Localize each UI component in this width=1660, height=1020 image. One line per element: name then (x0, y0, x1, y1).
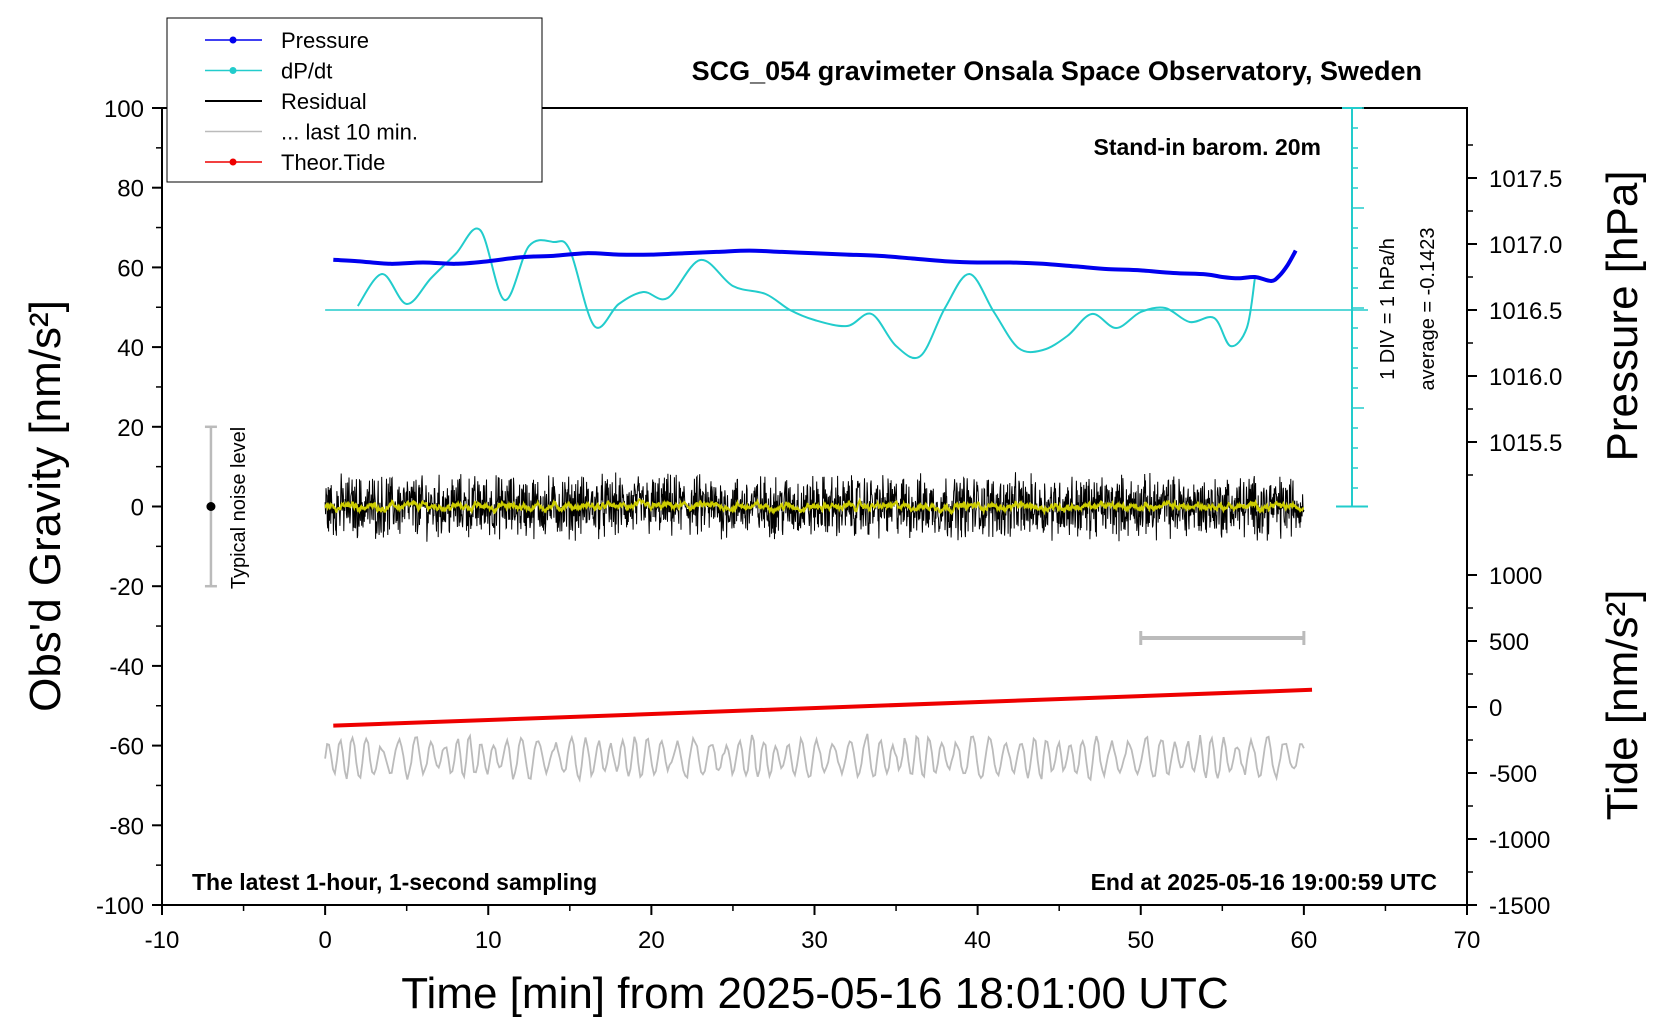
y-tick-label: 100 (104, 96, 144, 123)
legend-label: Pressure (281, 28, 369, 53)
x-tick-label: 40 (964, 927, 991, 954)
tide-tick-label: 1000 (1489, 563, 1542, 590)
pressure-tick-label: 1015.5 (1489, 430, 1562, 457)
x-tick-label: 50 (1127, 927, 1154, 954)
legend-label: dP/dt (281, 59, 332, 84)
pressure-axis-ticks: 1017.5 1017.0 1016.5 1016.0 1015.5 (1467, 144, 1562, 476)
residual-smoothed-line (324, 497, 1304, 516)
x-axis-ticks: -10 0 10 20 30 40 50 60 70 (145, 905, 1481, 954)
tide-tick-label: 0 (1489, 695, 1502, 722)
barometer-note: Stand-in barom. 20m (1094, 134, 1321, 160)
tide-tick-label: 500 (1489, 629, 1529, 656)
noise-level-bar (204, 425, 217, 588)
x-tick-label: 0 (318, 927, 331, 954)
legend-marker (229, 36, 237, 44)
tide-axis-title: Tide [nm/s²] (1598, 590, 1647, 821)
y-tick-label: -20 (109, 574, 144, 601)
dpdt-line (356, 227, 1256, 360)
y-tick-label: 40 (117, 335, 144, 362)
x-axis-title: Time [min] from 2025-05-16 18:01:00 UTC (401, 969, 1228, 1018)
noise-bar-center-dot (206, 502, 216, 511)
tide-tick-label: -1000 (1489, 827, 1550, 854)
y-tick-label: -100 (96, 893, 144, 920)
x-tick-label: 30 (801, 927, 828, 954)
bottom-right-note: End at 2025-05-16 19:00:59 UTC (1091, 869, 1437, 895)
last-10-min-line (324, 733, 1305, 783)
x-tick-label: 70 (1454, 927, 1481, 954)
x-tick-label: -10 (145, 927, 180, 954)
x-tick-label: 60 (1291, 927, 1318, 954)
y-tick-label: -80 (109, 813, 144, 840)
y-tick-label: -60 (109, 734, 144, 761)
dpdt-scale-axis (1336, 107, 1368, 508)
legend-label: Residual (281, 89, 367, 114)
tide-tick-label: -1500 (1489, 893, 1550, 920)
tide-tick-label: -500 (1489, 761, 1537, 788)
residual-line (324, 472, 1305, 542)
chart-title: SCG_054 gravimeter Onsala Space Observat… (692, 56, 1422, 86)
legend-marker (229, 67, 237, 74)
y-tick-label: 0 (131, 495, 144, 522)
theor-tide-line (333, 687, 1313, 728)
legend-label: ... last 10 min. (281, 120, 418, 145)
tide-axis-ticks: 1000 500 0 -500 -1000 -1500 (1467, 563, 1550, 920)
legend-label: Theor.Tide (281, 150, 385, 175)
y-axis-ticks: 100 80 60 40 20 0 -20 -40 -60 -80 -100 (96, 96, 162, 920)
legend: Pressure dP/dt Residual ... last 10 min. The… (166, 17, 543, 183)
pressure-tick-label: 1016.5 (1489, 298, 1562, 325)
y-tick-label: 80 (117, 176, 144, 203)
y-tick-label: -40 (109, 654, 144, 681)
pressure-line (333, 248, 1298, 283)
bottom-left-note: The latest 1-hour, 1-second sampling (192, 869, 597, 895)
y-tick-label: 20 (117, 415, 144, 442)
series-group (324, 227, 1313, 783)
x-tick-label: 20 (638, 927, 665, 954)
div-note: 1 DIV = 1 hPa/h (1377, 238, 1399, 380)
legend-marker (229, 158, 237, 166)
last-10-min-bar (1139, 631, 1306, 646)
pressure-tick-label: 1016.0 (1489, 364, 1562, 391)
y-axis-title: Obs'd Gravity [nm/s²] (21, 300, 70, 712)
pressure-tick-label: 1017.0 (1489, 232, 1562, 259)
average-note: average = -0.1423 (1417, 228, 1439, 391)
noise-level-label: Typical noise level (228, 427, 250, 589)
pressure-axis-title: Pressure [hPa] (1598, 170, 1647, 461)
y-tick-label: 60 (117, 255, 144, 282)
x-tick-label: 10 (475, 927, 502, 954)
pressure-tick-label: 1017.5 (1489, 166, 1562, 193)
